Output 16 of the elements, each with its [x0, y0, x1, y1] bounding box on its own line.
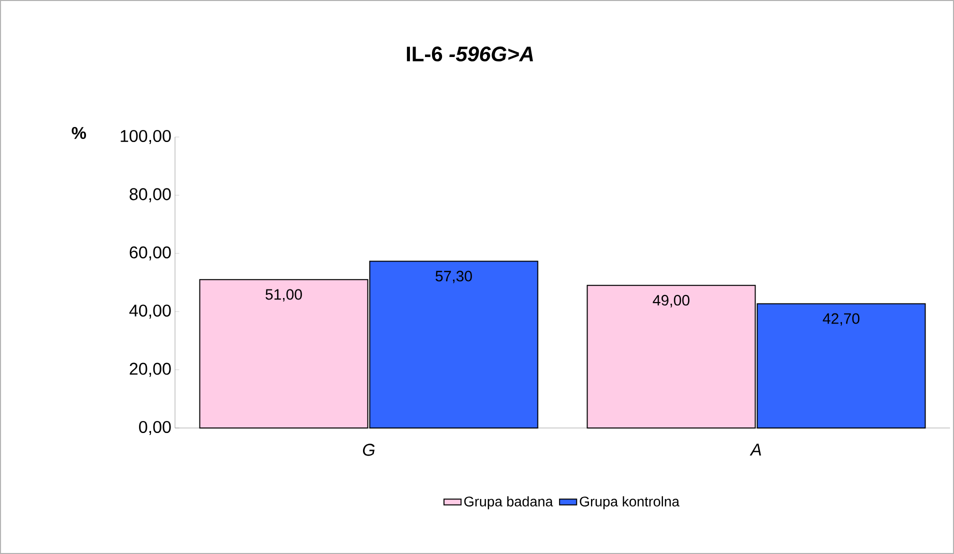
- x-tick-label: G: [362, 444, 375, 456]
- x-tick-label: A: [750, 444, 762, 456]
- y-tick-label: 60,00: [130, 246, 171, 260]
- y-tick-label: 80,00: [130, 188, 171, 202]
- y-tick-label: 0,00: [139, 420, 171, 436]
- data-label: 42,70: [822, 313, 860, 326]
- data-label: 49,00: [652, 294, 690, 308]
- y-tick-label: 20,00: [130, 362, 171, 377]
- y-tick-label: 100,00: [120, 130, 171, 144]
- y-tick-label: 40,00: [129, 304, 171, 319]
- data-label: 51,00: [266, 289, 302, 302]
- y-axis-title: %: [72, 127, 86, 139]
- legend-label: Grupa badana: [464, 496, 554, 510]
- data-label: 57,30: [436, 270, 472, 284]
- legend-label: Grupa kontrolna: [580, 496, 680, 510]
- chart-title: IL-6 -596G>A: [406, 46, 533, 62]
